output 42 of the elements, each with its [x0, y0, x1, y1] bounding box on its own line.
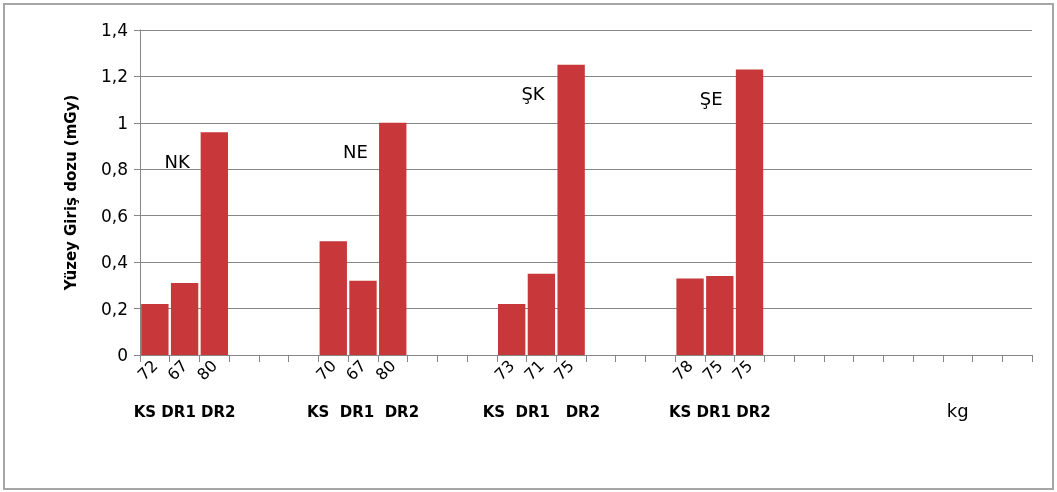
annotation: NK: [164, 150, 192, 172]
x-tick-label: 70: [312, 356, 340, 385]
text: KS DR1 DR2: [306, 403, 420, 421]
bar: [141, 303, 169, 355]
bar: [379, 122, 407, 355]
bar: [349, 280, 377, 355]
y-axis-title: Yüzey Giriş dozu (mGy): [61, 94, 80, 292]
x-tick-label: 75: [698, 356, 727, 385]
bar: [557, 64, 585, 355]
bar: [676, 278, 704, 355]
text: KS DR1 DR2: [133, 403, 236, 421]
x-tick-label: 78: [668, 356, 697, 385]
annotation: ŞE: [699, 87, 723, 109]
bar: [319, 241, 347, 355]
y-tick-label: 0,6: [100, 205, 128, 226]
text: KS DR1 DR2: [668, 403, 771, 421]
bar: [170, 283, 199, 355]
x-tick-label: 67: [341, 356, 370, 385]
y-tick-label: 0: [117, 345, 128, 365]
x-tick-label: 67: [163, 356, 192, 385]
y-tick-label: 0,4: [100, 252, 128, 273]
text: KS DR1 DR2: [482, 403, 601, 421]
bar: [497, 303, 526, 355]
bar: [527, 273, 556, 355]
bar: [706, 276, 734, 355]
x-tick-label: 71: [520, 356, 549, 385]
x-axis-title: kg: [946, 399, 969, 421]
x-tick-label: 75: [728, 356, 757, 385]
y-tick-label: 0,2: [100, 298, 128, 319]
x-tick-label: 73: [490, 356, 519, 385]
x-tick-label: 72: [133, 356, 162, 385]
bar: [200, 132, 229, 355]
annotation: ŞK: [521, 83, 546, 105]
x-tick-label: 75: [550, 356, 578, 385]
x-tick-label: 80: [193, 356, 222, 385]
x-tick-label: 80: [371, 356, 400, 385]
annotation: NE: [343, 141, 368, 163]
bar: [735, 69, 764, 355]
y-tick-label: 0,8: [100, 159, 128, 180]
y-tick-label: 1: [117, 112, 128, 133]
y-tick-label: 1,4: [100, 20, 128, 40]
y-tick-label: 1,2: [100, 66, 128, 87]
